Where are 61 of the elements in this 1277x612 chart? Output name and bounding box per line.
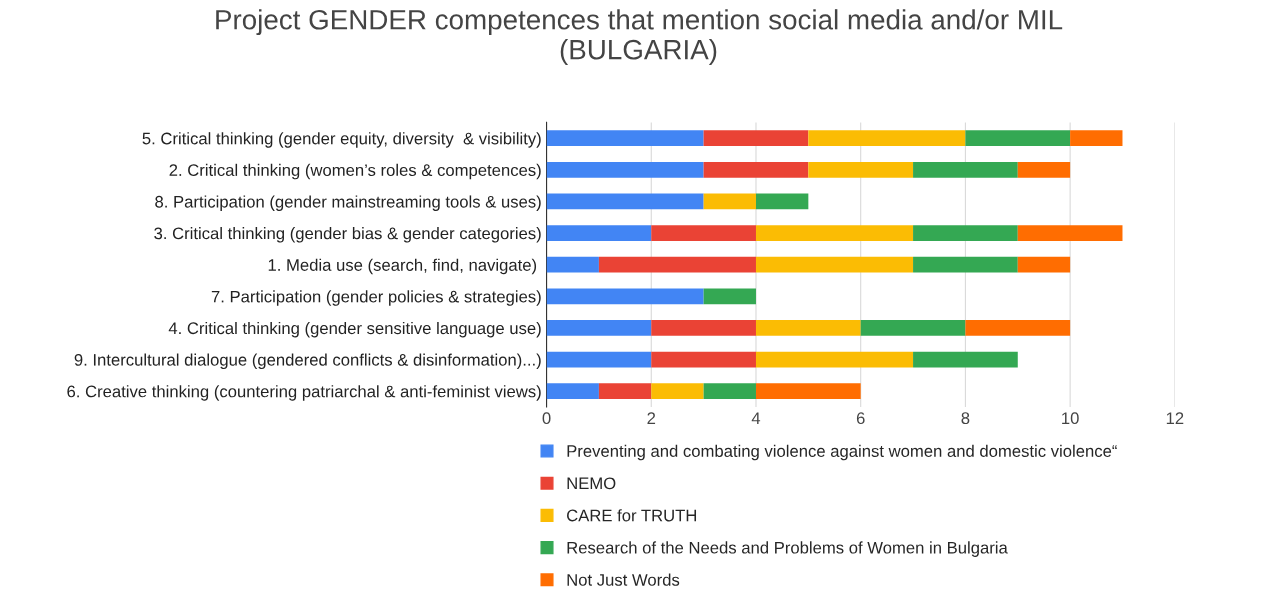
x-tick-label: 8 bbox=[961, 412, 970, 425]
bar bbox=[913, 256, 1018, 273]
bar bbox=[913, 225, 1018, 241]
bar bbox=[913, 351, 1018, 368]
y-tick-label: 9. Intercultural dialogue (gendered conflicts & disinformation)...) bbox=[74, 353, 541, 370]
y-tick-label: 3. Critical thinking (gender bias & gender categories) bbox=[154, 227, 541, 243]
legend-label: Preventing and combating violence against women and domestic violence“ bbox=[567, 444, 1117, 461]
bar bbox=[1070, 130, 1123, 147]
bar bbox=[546, 256, 599, 273]
bar bbox=[598, 383, 652, 400]
y-tick-label: 1. Media use (search, find, navigate) bbox=[268, 258, 537, 275]
legend-label: Research of the Needs and Problems of Women in Bulgaria bbox=[567, 541, 1008, 557]
bar bbox=[755, 383, 861, 400]
bar bbox=[1017, 225, 1123, 241]
y-tick-label: 6. Creative thinking (countering patriarchal & anti-feminist views) bbox=[67, 385, 541, 401]
bar bbox=[703, 161, 809, 178]
bar bbox=[808, 161, 914, 178]
bar bbox=[651, 383, 704, 400]
bar bbox=[755, 351, 914, 368]
bar bbox=[755, 320, 861, 336]
x-tick-label: 2 bbox=[647, 412, 656, 424]
bar bbox=[755, 256, 914, 273]
bar bbox=[755, 225, 914, 241]
bar bbox=[651, 320, 756, 336]
bar bbox=[1017, 161, 1071, 178]
bar bbox=[546, 351, 652, 368]
bar bbox=[651, 351, 756, 368]
bar bbox=[546, 161, 704, 178]
y-tick-label: 5. Critical thinking (gender equity, diversity & visibility) bbox=[142, 132, 541, 148]
x-tick-label: 4 bbox=[751, 412, 761, 424]
bar bbox=[703, 383, 756, 400]
x-tick-label: 10 bbox=[1062, 412, 1079, 425]
bar bbox=[860, 320, 966, 336]
legend-label: Not Just Words bbox=[567, 573, 680, 586]
bar bbox=[965, 130, 1071, 147]
bar bbox=[546, 288, 704, 305]
x-tick-label: 12 bbox=[1166, 412, 1184, 424]
x-tick-label: 0 bbox=[542, 412, 551, 425]
bar bbox=[651, 225, 756, 241]
bar bbox=[913, 161, 1018, 178]
chart-title: Project GENDER competences that mention social media and/or MIL (BULGARIA) bbox=[216, 9, 1063, 65]
y-tick-label: 7. Participation (gender policies & strategies) bbox=[211, 290, 541, 306]
x-tick-label: 6 bbox=[856, 412, 865, 425]
y-tick-label: 2. Critical thinking (women’s roles & competences) bbox=[169, 163, 541, 180]
bar bbox=[1017, 256, 1071, 273]
bar bbox=[703, 193, 756, 210]
bar bbox=[703, 288, 756, 305]
y-tick-label: 8. Participation (gender mainstreaming tools & uses) bbox=[155, 195, 541, 211]
bar bbox=[755, 193, 809, 210]
bar bbox=[598, 256, 756, 273]
bar bbox=[546, 130, 704, 147]
bar bbox=[808, 130, 966, 147]
bar bbox=[546, 225, 652, 241]
bar bbox=[546, 383, 599, 400]
y-tick-label: 4. Critical thinking (gender sensitive language use) bbox=[168, 321, 541, 338]
legend-label: CARE for TRUTH bbox=[567, 509, 697, 522]
bar bbox=[546, 193, 704, 210]
bar bbox=[546, 320, 652, 336]
bar bbox=[703, 130, 809, 147]
legend-label: NEMO bbox=[567, 477, 616, 490]
bar bbox=[965, 320, 1071, 336]
